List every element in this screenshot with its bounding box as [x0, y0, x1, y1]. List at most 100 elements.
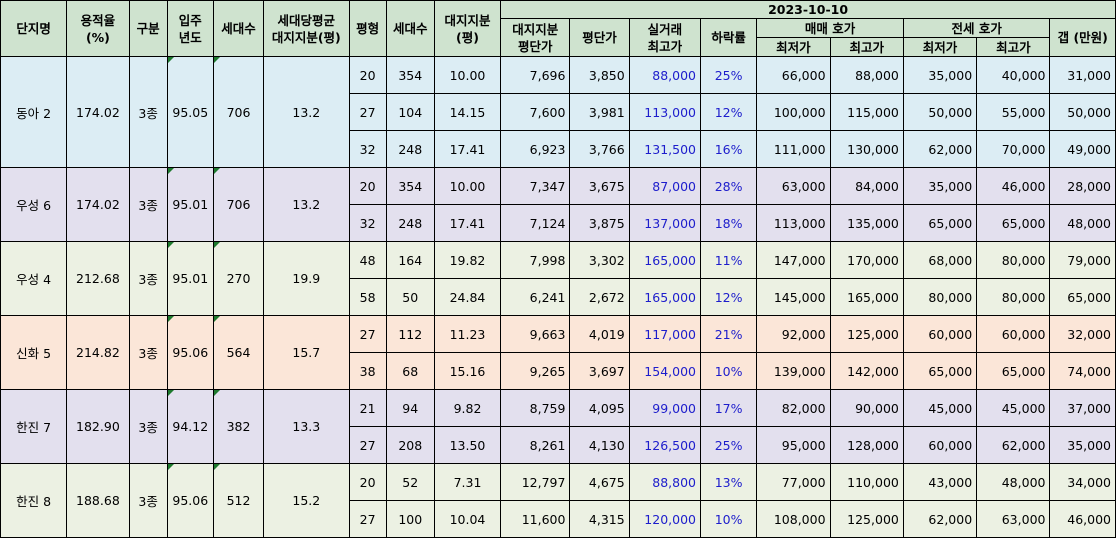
drop-cell: 10%	[699, 352, 758, 390]
header-unit-land: 대지지분 (평)	[433, 0, 502, 57]
pyeong-price-cell: 3,875	[569, 204, 630, 242]
peak-cell: 88,000	[628, 56, 702, 94]
table-row: 27 104 14.15 7,600 3,981 113,000 12% 100,000 115…	[1, 93, 1116, 131]
land-cell: 17.41	[433, 204, 502, 242]
table-row: 27 208 13.50 8,261 4,130 126,500 25% 95,000 128,…	[1, 426, 1116, 464]
zone-cell: 3종	[128, 56, 168, 168]
sale-min-cell: 111,000	[756, 130, 831, 168]
land-price-cell: 11,600	[500, 500, 571, 538]
far-cell: 174.02	[66, 56, 130, 168]
land-cell: 13.50	[433, 426, 502, 464]
peak-cell: 154,000	[628, 352, 702, 390]
lease-min-cell: 50,000	[902, 93, 978, 131]
peak-cell: 165,000	[628, 241, 702, 279]
land-price-cell: 9,663	[500, 315, 571, 353]
sale-max-cell: 110,000	[829, 463, 904, 501]
drop-cell: 28%	[699, 167, 758, 205]
complex-name: 한진 7	[0, 389, 68, 464]
drop-cell: 18%	[699, 204, 758, 242]
gap-cell: 34,000	[1049, 463, 1116, 501]
lease-max-cell: 46,000	[976, 167, 1051, 205]
peak-cell: 117,000	[628, 315, 702, 353]
header-complex: 단지명	[0, 0, 68, 57]
drop-cell: 17%	[699, 389, 758, 427]
complex-name: 우성 4	[0, 241, 68, 316]
drop-cell: 13%	[699, 463, 758, 501]
header-year: 입주 년도	[166, 0, 214, 57]
units-cell: 52	[385, 463, 435, 501]
land-cell: 19.82	[433, 241, 502, 279]
land-cell: 7.31	[433, 463, 502, 501]
land-cell: 15.16	[433, 352, 502, 390]
land-share-cell: 15.7	[263, 315, 350, 390]
lease-max-cell: 70,000	[976, 130, 1051, 168]
gap-cell: 74,000	[1049, 352, 1116, 390]
sale-min-cell: 77,000	[756, 463, 831, 501]
land-price-cell: 6,241	[500, 278, 571, 316]
table-row: 32 248 17.41 6,923 3,766 131,500 16% 111,000 130…	[1, 130, 1116, 168]
lease-min-cell: 62,000	[902, 130, 978, 168]
header-pyeong-price: 평단가	[569, 18, 630, 57]
drop-cell: 16%	[699, 130, 758, 168]
land-price-cell: 7,696	[500, 56, 571, 94]
lease-min-cell: 68,000	[902, 241, 978, 279]
gap-cell: 49,000	[1049, 130, 1116, 168]
far-cell: 182.90	[66, 389, 130, 464]
sale-min-cell: 108,000	[756, 500, 831, 538]
pyeong-price-cell: 4,130	[569, 426, 630, 464]
pyeong-price-cell: 3,697	[569, 352, 630, 390]
complex-name: 신화 5	[0, 315, 68, 390]
pyeong-cell: 20	[348, 167, 387, 205]
units-cell: 354	[385, 167, 435, 205]
pyeong-price-cell: 3,981	[569, 93, 630, 131]
land-cell: 14.15	[433, 93, 502, 131]
units-cell: 208	[385, 426, 435, 464]
units-cell: 164	[385, 241, 435, 279]
pyeong-cell: 58	[348, 278, 387, 316]
table-body: 동아 2 174.02 3종 95.05 706 13.2 20 354 10.00 7,696 3…	[0, 56, 1116, 538]
land-share-cell: 13.2	[263, 167, 350, 242]
pyeong-cell: 27	[348, 500, 387, 538]
lease-max-cell: 63,000	[976, 500, 1051, 538]
lease-min-cell: 80,000	[902, 278, 978, 316]
sale-min-cell: 139,000	[756, 352, 831, 390]
zone-cell: 3종	[128, 463, 168, 538]
units-cell: 248	[385, 204, 435, 242]
header-land-price: 대지지분 평단가	[500, 18, 571, 57]
peak-cell: 137,000	[628, 204, 702, 242]
pyeong-cell: 27	[348, 426, 387, 464]
gap-cell: 32,000	[1049, 315, 1116, 353]
gap-cell: 37,000	[1049, 389, 1116, 427]
land-price-cell: 8,261	[500, 426, 571, 464]
units-cell: 50	[385, 278, 435, 316]
lease-max-cell: 80,000	[976, 241, 1051, 279]
header-land-share: 세대당평균 대지지분(평)	[263, 0, 350, 57]
complex-name: 한진 8	[0, 463, 68, 538]
pyeong-cell: 21	[348, 389, 387, 427]
lease-min-cell: 43,000	[902, 463, 978, 501]
sale-max-cell: 170,000	[829, 241, 904, 279]
sale-min-cell: 100,000	[756, 93, 831, 131]
gap-cell: 31,000	[1049, 56, 1116, 94]
units-cell: 94	[385, 389, 435, 427]
land-cell: 17.41	[433, 130, 502, 168]
lease-min-cell: 35,000	[902, 56, 978, 94]
gap-cell: 50,000	[1049, 93, 1116, 131]
gap-cell: 79,000	[1049, 241, 1116, 279]
far-cell: 214.82	[66, 315, 130, 390]
sale-min-cell: 113,000	[756, 204, 831, 242]
lease-min-cell: 60,000	[902, 426, 978, 464]
land-cell: 10.04	[433, 500, 502, 538]
table-row: 한진 8 188.68 3종 95.06 512 15.2 20 52 7.31 12,797 4,…	[0, 463, 1116, 538]
pyeong-cell: 20	[348, 56, 387, 94]
land-price-cell: 6,923	[500, 130, 571, 168]
zone-cell: 3종	[128, 241, 168, 316]
units-cell: 104	[385, 93, 435, 131]
table-row: 우성 4 212.68 3종 95.01 270 19.9 48 164 19.82 7,998 3…	[0, 241, 1116, 316]
sale-max-cell: 125,000	[829, 315, 904, 353]
sale-max-cell: 165,000	[829, 278, 904, 316]
far-cell: 212.68	[66, 241, 130, 316]
drop-cell: 12%	[699, 278, 758, 316]
year-cell: 94.12	[166, 389, 214, 464]
sale-max-cell: 84,000	[829, 167, 904, 205]
